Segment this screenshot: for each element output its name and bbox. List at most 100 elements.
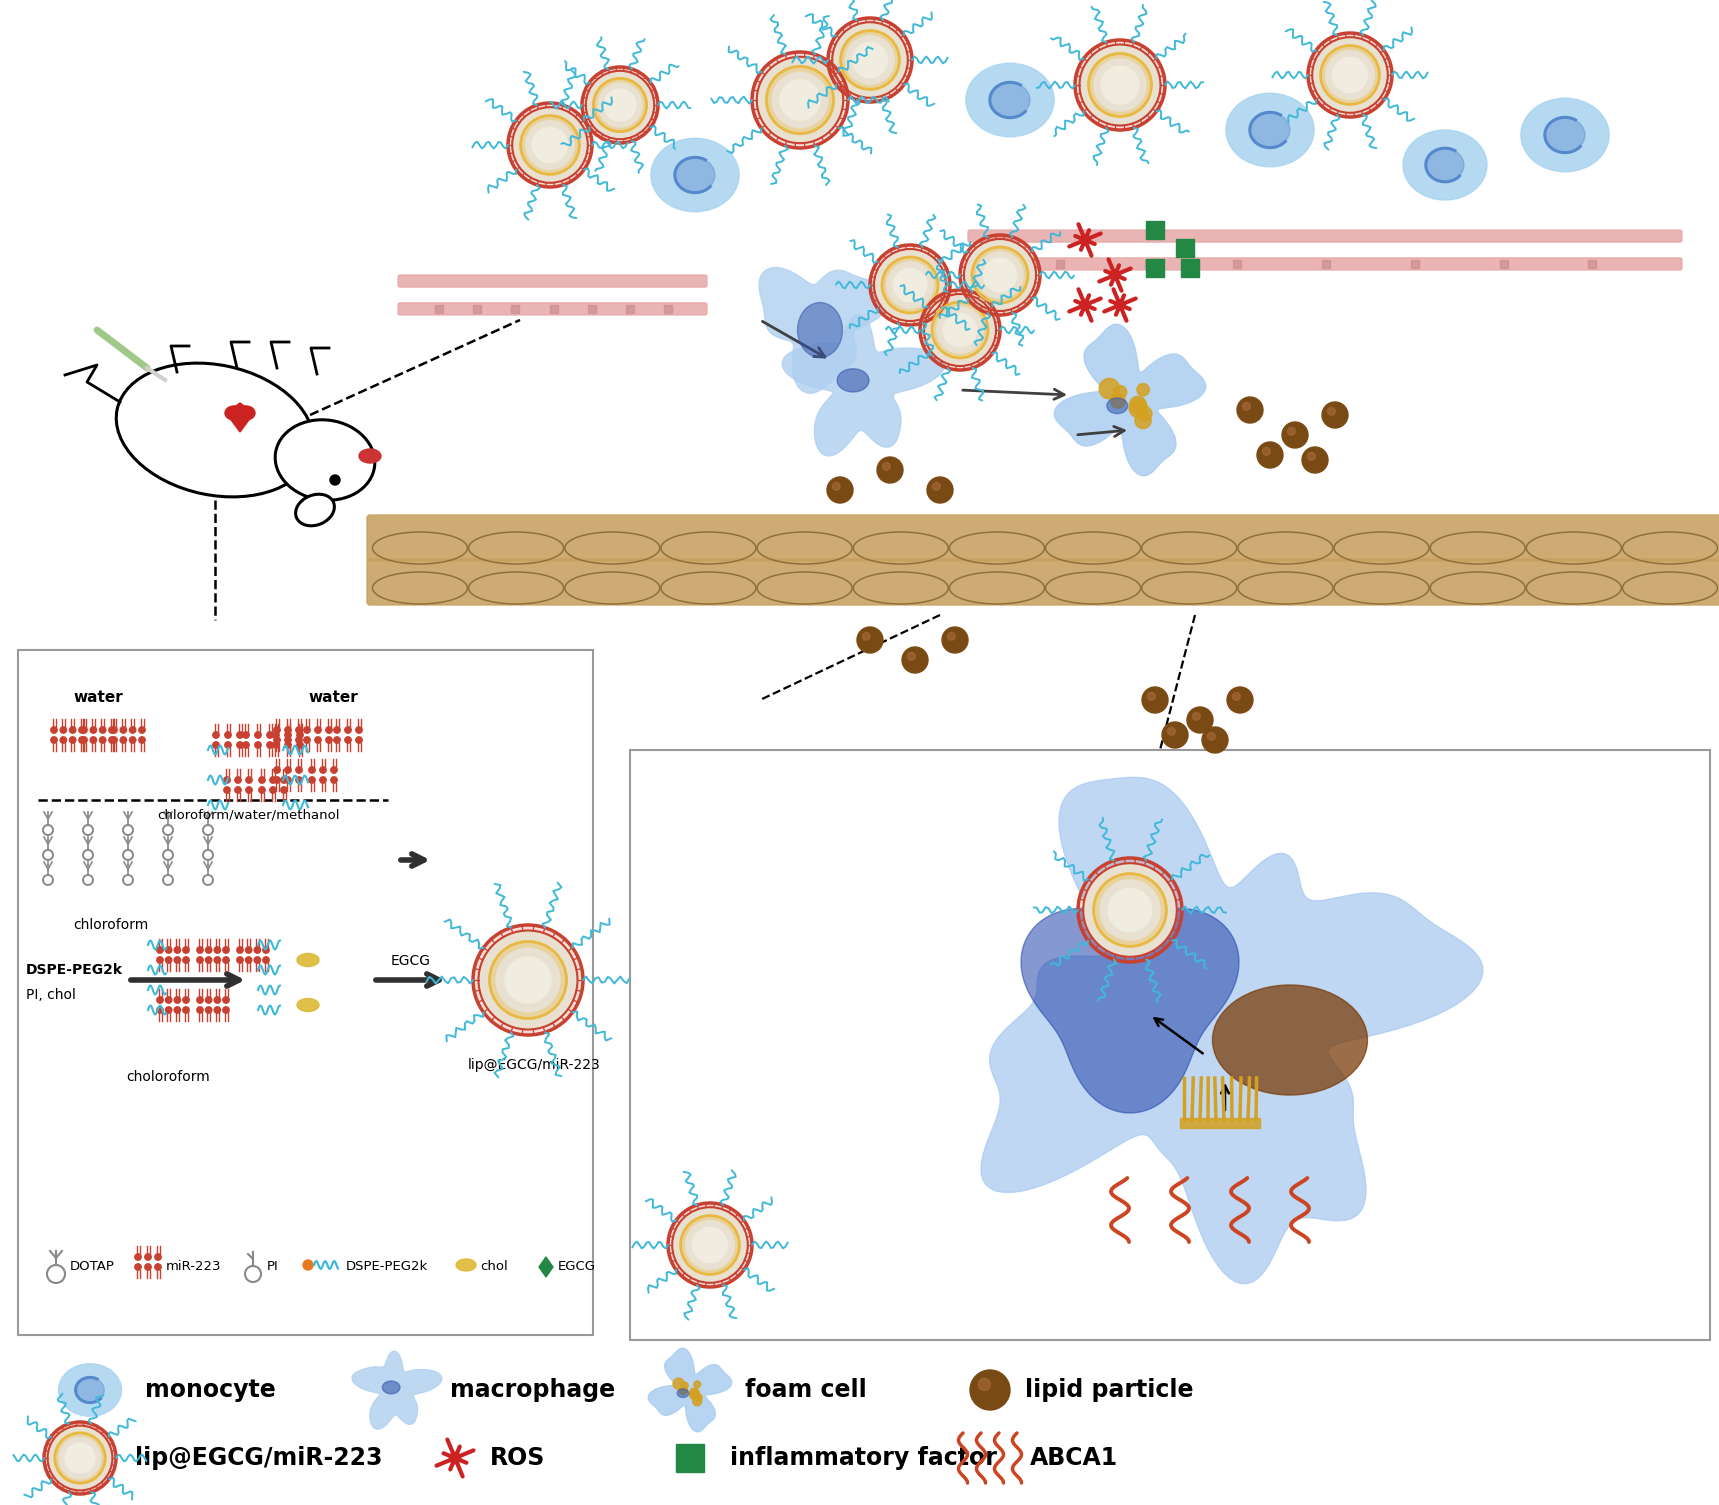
Ellipse shape [297, 954, 320, 966]
Circle shape [134, 1254, 141, 1260]
Polygon shape [760, 268, 890, 393]
Text: ROS: ROS [490, 1446, 545, 1470]
Circle shape [679, 1386, 688, 1395]
Circle shape [156, 996, 163, 1004]
Circle shape [45, 1422, 115, 1494]
Circle shape [266, 742, 273, 748]
Circle shape [593, 78, 646, 131]
Circle shape [246, 957, 253, 963]
Ellipse shape [837, 369, 870, 391]
Circle shape [1135, 412, 1152, 429]
Circle shape [927, 477, 952, 503]
Circle shape [356, 727, 363, 733]
Circle shape [478, 930, 578, 1029]
Circle shape [327, 727, 332, 733]
Circle shape [1332, 57, 1368, 93]
Text: DSPE-PEG2k: DSPE-PEG2k [346, 1261, 428, 1273]
Bar [676, 1443, 705, 1472]
Circle shape [273, 768, 280, 774]
Circle shape [206, 957, 211, 963]
Circle shape [156, 957, 163, 963]
Circle shape [246, 777, 253, 783]
Circle shape [937, 307, 983, 354]
Circle shape [215, 1007, 220, 1013]
Circle shape [81, 737, 88, 743]
Bar [1147, 259, 1164, 277]
Circle shape [242, 731, 249, 737]
Ellipse shape [297, 998, 320, 1011]
Circle shape [215, 947, 220, 953]
Circle shape [285, 727, 291, 733]
Circle shape [1083, 864, 1178, 957]
Circle shape [1098, 378, 1119, 399]
Circle shape [1312, 38, 1387, 113]
Circle shape [285, 742, 291, 748]
Circle shape [196, 957, 203, 963]
Circle shape [60, 727, 67, 733]
Circle shape [285, 768, 291, 774]
Circle shape [237, 731, 242, 737]
Circle shape [1301, 447, 1329, 473]
Circle shape [978, 1379, 990, 1391]
Circle shape [215, 996, 220, 1004]
Circle shape [285, 737, 291, 743]
Bar [1145, 260, 1152, 268]
Circle shape [1136, 384, 1150, 396]
Circle shape [304, 727, 309, 733]
Text: ABCA1: ABCA1 [1030, 1446, 1117, 1470]
Circle shape [497, 948, 560, 1011]
Circle shape [246, 787, 253, 793]
Polygon shape [352, 1351, 442, 1430]
Circle shape [273, 731, 278, 737]
Circle shape [270, 777, 277, 783]
Circle shape [89, 737, 96, 743]
Circle shape [1243, 402, 1250, 411]
Circle shape [174, 957, 180, 963]
Circle shape [1227, 686, 1253, 713]
Bar [511, 306, 519, 313]
Bar [17, 650, 593, 1335]
Text: chloroform/water/methanol: chloroform/water/methanol [156, 808, 339, 822]
Circle shape [832, 23, 908, 98]
Ellipse shape [1427, 149, 1465, 182]
Text: water: water [72, 689, 122, 704]
Bar [1179, 1118, 1260, 1129]
Circle shape [1110, 393, 1126, 408]
Circle shape [139, 737, 144, 743]
Circle shape [139, 727, 144, 733]
Ellipse shape [1107, 397, 1128, 414]
Text: lip@EGCG/miR-223: lip@EGCG/miR-223 [468, 1058, 600, 1072]
Circle shape [780, 80, 820, 120]
Polygon shape [225, 403, 254, 432]
Circle shape [887, 262, 933, 309]
Text: DOTAP: DOTAP [70, 1261, 115, 1273]
Text: chol: chol [480, 1261, 507, 1273]
Circle shape [598, 83, 641, 126]
Circle shape [1100, 880, 1160, 941]
Circle shape [1308, 453, 1315, 461]
FancyBboxPatch shape [968, 230, 1681, 242]
Circle shape [182, 1007, 189, 1013]
Circle shape [583, 68, 658, 143]
Circle shape [144, 1264, 151, 1270]
Circle shape [767, 66, 834, 134]
Circle shape [603, 89, 636, 120]
Circle shape [182, 996, 189, 1004]
Text: monocyte: monocyte [144, 1379, 275, 1403]
Circle shape [873, 248, 945, 321]
Circle shape [260, 777, 265, 783]
Circle shape [165, 1007, 172, 1013]
Circle shape [81, 727, 88, 733]
Circle shape [296, 768, 303, 774]
Circle shape [1093, 873, 1167, 947]
Circle shape [237, 957, 242, 963]
Circle shape [273, 737, 280, 743]
Ellipse shape [1545, 117, 1585, 152]
Circle shape [260, 787, 265, 793]
Circle shape [983, 259, 1018, 292]
Ellipse shape [76, 1377, 105, 1403]
Bar [1499, 260, 1508, 268]
Circle shape [320, 768, 327, 774]
Text: PI: PI [266, 1261, 278, 1273]
Circle shape [206, 947, 211, 953]
